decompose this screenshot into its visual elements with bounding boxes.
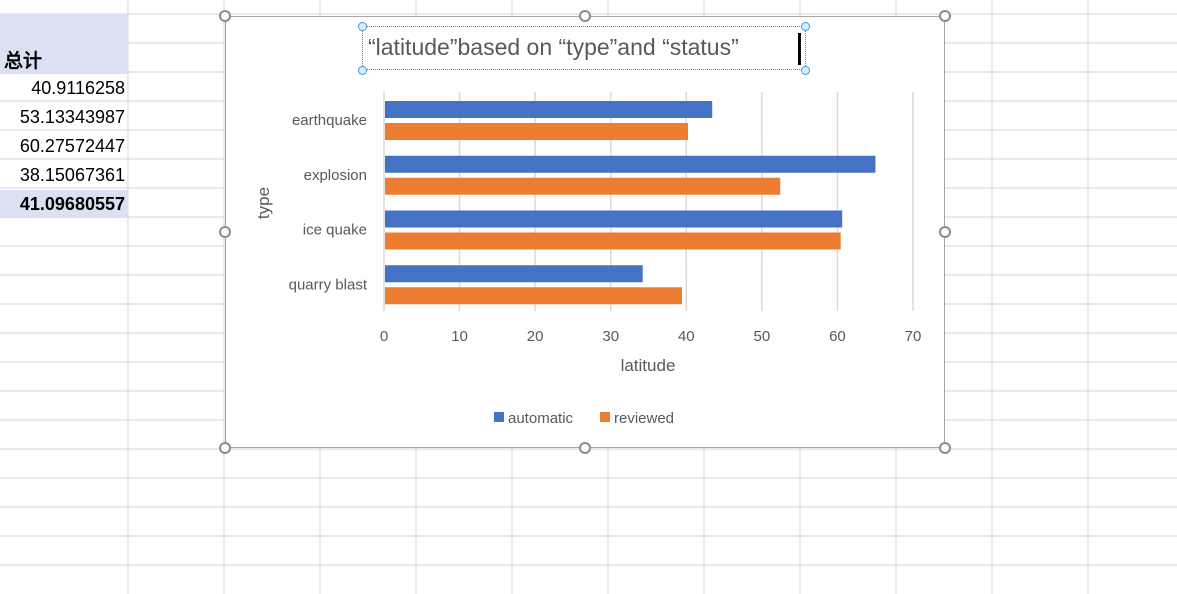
value-cell[interactable]: 53.13343987	[19, 107, 125, 127]
value-cell[interactable]: 60.27572447	[19, 136, 125, 156]
resize-handle-bottom-left[interactable]	[219, 442, 231, 454]
chart-title[interactable]: “latitude”based on “type”and “status”	[368, 34, 739, 60]
resize-handle-top[interactable]	[579, 10, 591, 22]
x-tick-label: 70	[905, 328, 922, 345]
category-label: ice quake	[303, 222, 367, 239]
x-tick-label: 20	[527, 328, 544, 345]
text-cursor	[798, 33, 801, 65]
category-label: explosion	[304, 167, 367, 184]
category-label: earthquake	[292, 112, 367, 129]
bar-reviewed	[385, 123, 689, 140]
x-tick-label: 10	[451, 328, 468, 345]
total-cell-background	[0, 190, 128, 218]
x-axis-title: latitude	[621, 356, 676, 375]
resize-handle-top-right[interactable]	[939, 10, 951, 22]
x-tick-label: 40	[678, 328, 695, 345]
x-tick-label: 0	[380, 328, 388, 345]
title-handle-top-right[interactable]	[801, 22, 810, 31]
y-axis-title: type	[254, 187, 273, 219]
title-handle-bottom-left[interactable]	[358, 66, 367, 75]
resize-handle-bottom[interactable]	[579, 442, 591, 454]
legend-label-reviewed: reviewed	[614, 410, 674, 427]
bar-automatic	[385, 210, 843, 228]
bar-reviewed	[385, 177, 781, 195]
bar-reviewed	[385, 287, 682, 305]
resize-handle-right[interactable]	[939, 226, 951, 238]
bar-reviewed	[385, 232, 841, 250]
header-cell-background	[0, 14, 128, 74]
legend-swatch-automatic	[494, 412, 504, 422]
resize-handle-left[interactable]	[219, 226, 231, 238]
chart-title-box[interactable]	[362, 26, 806, 70]
legend-swatch-reviewed	[600, 412, 610, 422]
x-tick-label: 60	[829, 328, 846, 345]
resize-handle-bottom-right[interactable]	[939, 442, 951, 454]
legend-label-automatic: automatic	[508, 410, 574, 427]
x-tick-label: 50	[754, 328, 771, 345]
bar-automatic	[385, 101, 713, 118]
title-handle-top-left[interactable]	[358, 22, 367, 31]
x-tick-label: 30	[602, 328, 619, 345]
resize-handle-top-left[interactable]	[219, 10, 231, 22]
column-header-total[interactable]: 总计	[4, 50, 43, 72]
value-cell[interactable]: 38.15067361	[19, 165, 125, 185]
category-label: quarry blast	[289, 276, 368, 293]
bar-automatic	[385, 155, 876, 173]
bar-automatic	[385, 265, 643, 283]
value-cell[interactable]: 40.9116258	[31, 78, 125, 98]
grand-total-cell[interactable]: 41.09680557	[19, 194, 125, 214]
title-handle-bottom-right[interactable]	[801, 66, 810, 75]
